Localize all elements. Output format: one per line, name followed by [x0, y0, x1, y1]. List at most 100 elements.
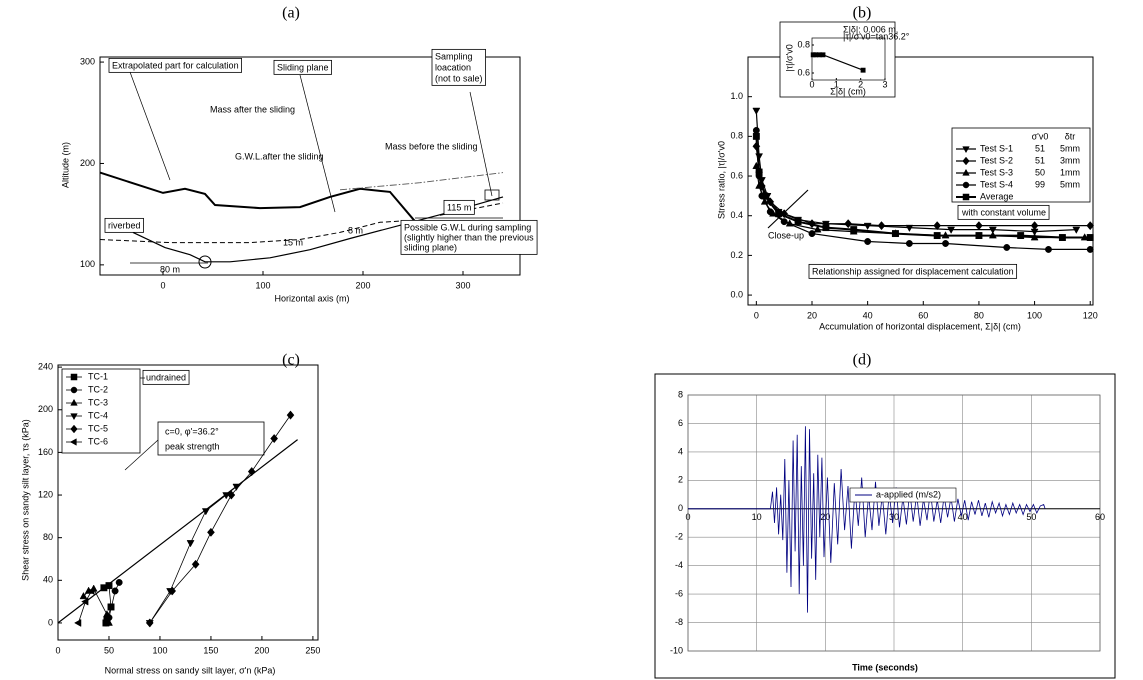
legend-label: Average	[980, 191, 1013, 201]
marker	[1003, 244, 1011, 251]
x-axis-label: Normal stress on sandy silt layer, σ'n (…	[105, 665, 276, 675]
y-tick-label: 100	[80, 259, 95, 269]
marker	[905, 240, 913, 247]
plot-area	[752, 107, 1095, 253]
series-line	[149, 414, 291, 624]
marker	[70, 386, 78, 394]
annotation: Possible G.W.L during sampling	[404, 222, 531, 232]
y-tick-label: -4	[675, 560, 683, 570]
x-tick-label: 3	[882, 79, 887, 89]
legend-value: 99	[1035, 179, 1045, 189]
x-tick-label: 50	[104, 645, 114, 655]
panel-label: (a)	[282, 5, 300, 22]
x-tick-label: 80	[974, 310, 984, 320]
y-tick-label: 2	[678, 475, 683, 485]
x-tick-label: 120	[1083, 310, 1098, 320]
x-tick-label: 0	[754, 310, 759, 320]
y-tick-label: -8	[675, 617, 683, 627]
x-axis-label: Σ|δ| (cm)	[830, 86, 866, 96]
inset-note: Σ|δ|: 0.006 m,	[843, 24, 898, 34]
y-axis-label: Stress ratio, |τ|/σ'v0	[716, 141, 726, 219]
panel-label: (b)	[853, 5, 872, 22]
marker	[81, 597, 89, 606]
y-axis-label: |τ|/σ'v0	[784, 44, 794, 72]
plot-frame	[747, 56, 1094, 306]
y-tick-label: 0	[678, 503, 683, 513]
x-tick-label: 0	[160, 280, 165, 290]
marker	[105, 618, 113, 626]
annotation: riverbed	[108, 220, 141, 230]
y-tick-label: 0.6	[730, 170, 743, 180]
marker	[988, 226, 997, 234]
failure-line	[57, 439, 298, 624]
x-tick-label: 150	[203, 645, 218, 655]
marker	[222, 492, 231, 500]
legend-label: TC-1	[88, 371, 108, 381]
y-tick-label: 40	[43, 575, 53, 585]
sample-box	[484, 189, 500, 201]
marker	[808, 230, 816, 238]
marker	[168, 586, 177, 596]
annotation: Relationship assigned for displacement c…	[812, 266, 1014, 276]
y-tick-label: 0.4	[730, 210, 743, 220]
legend-header: δtr	[1065, 131, 1076, 141]
marker	[844, 219, 853, 229]
marker	[864, 238, 872, 245]
annotation: Sampling	[435, 51, 473, 61]
x-tick-label: 50	[1026, 512, 1036, 522]
legend-box	[849, 487, 957, 503]
y-tick-label: 0	[48, 617, 53, 627]
y-tick-label: -10	[670, 645, 683, 655]
marker	[145, 618, 154, 628]
marker	[111, 587, 119, 595]
marker	[962, 193, 970, 201]
marker	[1058, 234, 1066, 241]
legend-value: 3mm	[1060, 155, 1080, 165]
marker	[933, 232, 941, 240]
annotation: c=0, φ'=36.2°	[165, 426, 219, 436]
legend-label: TC-2	[88, 384, 108, 394]
x-axis-label: Accumulation of horizontal displacement,…	[819, 321, 1021, 331]
annotation-box	[957, 204, 1050, 220]
marker	[227, 490, 236, 500]
marker	[79, 591, 88, 600]
marker	[752, 132, 760, 140]
plot-area	[688, 426, 1046, 613]
y-tick-label: 0.8	[797, 39, 810, 49]
close-up-arrow	[767, 189, 809, 229]
inset: 0 1 2 3 0.6 0.8 Σ|δ| (cm) |τ|/σ'v0 Σ|δ|: 0.006 m…	[779, 21, 910, 98]
annotation-box	[808, 263, 1018, 279]
marker	[813, 225, 822, 233]
marker	[860, 67, 866, 73]
x-tick-label: 40	[958, 512, 968, 522]
plot-frame	[687, 394, 1101, 652]
panel-label: (c)	[282, 352, 300, 369]
marker	[752, 126, 760, 134]
annotation-box	[443, 199, 475, 215]
legend-value: 1mm	[1060, 167, 1080, 177]
annotation: Close-up	[768, 230, 804, 240]
annotation: Mass before the sliding	[385, 141, 478, 151]
marker	[87, 586, 95, 595]
annotation: undrained	[146, 372, 186, 382]
marker	[247, 467, 256, 477]
y-axis-label: Altitude (m)	[60, 142, 70, 188]
chart-panel: 0 100 200 300 100 200 300 Horizontal axis (m) Al…	[60, 48, 538, 303]
plot-area	[57, 410, 298, 628]
marker	[947, 226, 956, 234]
series-line	[99, 171, 416, 222]
marker	[780, 218, 788, 226]
y-tick-label: 0.2	[730, 250, 743, 260]
legend-box	[951, 127, 1091, 203]
legend-box	[61, 368, 141, 454]
legend-value: 51	[1035, 143, 1045, 153]
marker	[1086, 221, 1095, 231]
x-tick-label: 0	[55, 645, 60, 655]
legend-label: Test S-4	[980, 179, 1013, 189]
series-line	[149, 486, 237, 624]
x-tick-label: 1	[834, 79, 839, 89]
annotation-box	[104, 217, 144, 233]
legend-header: σ'v0	[1032, 131, 1049, 141]
legend-label: a-applied (m/s2)	[876, 489, 941, 499]
marker	[70, 398, 78, 406]
